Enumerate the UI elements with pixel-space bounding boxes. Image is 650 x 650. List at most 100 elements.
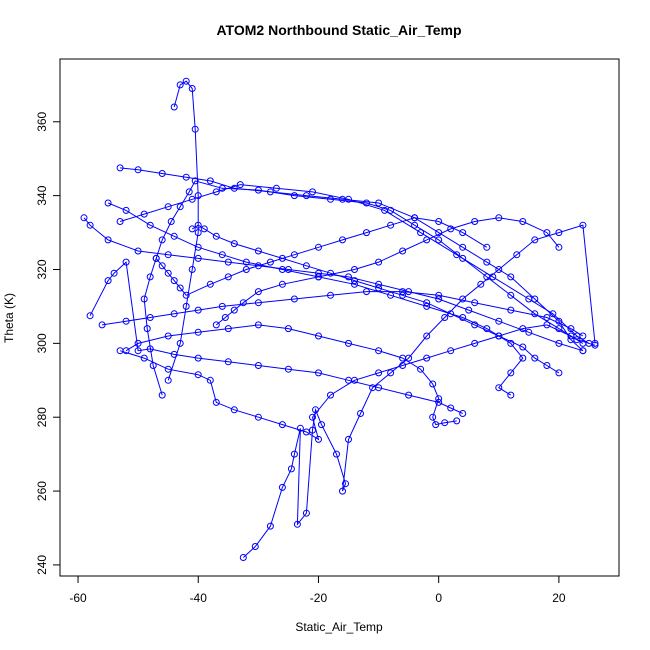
data-point (375, 280, 383, 288)
data-point (164, 251, 172, 259)
data-point (507, 291, 515, 299)
data-point (206, 376, 214, 384)
data-point (555, 317, 563, 325)
data-point (134, 339, 142, 347)
data-point (555, 339, 563, 347)
y-tick-label: 280 (35, 407, 49, 427)
x-tick-label: -60 (69, 591, 87, 605)
data-point (519, 325, 527, 333)
data-point (221, 314, 229, 321)
data-point (333, 450, 340, 458)
data-point (555, 325, 563, 333)
data-point (170, 103, 178, 111)
data-point (149, 362, 157, 369)
data-point (423, 302, 431, 310)
data-point (140, 354, 148, 362)
data-point (327, 391, 334, 399)
data-point (447, 404, 455, 412)
data-point (507, 273, 515, 281)
data-point (342, 480, 349, 488)
data-point (351, 277, 358, 285)
data-point (212, 232, 220, 240)
data-point (435, 229, 443, 237)
data-point (278, 483, 286, 491)
data-point (140, 295, 148, 303)
data-point (543, 362, 551, 369)
data-point (531, 310, 539, 318)
data-point (339, 487, 346, 495)
data-point (134, 347, 142, 355)
data-point (495, 266, 503, 273)
data-point (302, 428, 310, 436)
data-point (176, 203, 184, 211)
data-point (266, 258, 274, 266)
x-axis-label: Static_Air_Temp (295, 620, 383, 634)
data-point (309, 413, 316, 421)
data-point (164, 376, 172, 384)
data-point (495, 384, 503, 392)
data-point (254, 247, 262, 255)
data-point (567, 336, 575, 344)
data-point (242, 258, 250, 266)
series-line (89, 261, 463, 414)
x-tick-label: 0 (435, 591, 442, 605)
x-tick-label: -40 (190, 591, 208, 605)
x-tick-label: -20 (310, 591, 328, 605)
data-point (86, 221, 94, 229)
data-point (146, 345, 154, 353)
data-point (98, 321, 106, 329)
series-line (215, 217, 560, 326)
data-point (423, 299, 431, 307)
data-point (309, 188, 316, 196)
data-point (435, 395, 443, 403)
data-point (164, 203, 172, 211)
data-point (176, 339, 184, 347)
data-point (543, 314, 551, 321)
data-point (296, 424, 304, 432)
data-point (230, 184, 238, 192)
data-point (309, 426, 316, 434)
data-point (86, 312, 94, 320)
series-line (119, 324, 584, 441)
data-point (399, 354, 407, 362)
data-point (549, 310, 557, 318)
data-point (555, 369, 563, 377)
data-point (188, 195, 196, 203)
data-point (206, 177, 214, 185)
data-point (375, 384, 383, 392)
data-point (188, 225, 196, 233)
data-point (284, 325, 292, 333)
data-point (471, 299, 479, 307)
data-point (278, 280, 286, 288)
series-line (107, 202, 524, 396)
data-point (591, 341, 599, 349)
data-point (363, 288, 370, 296)
data-point (447, 310, 455, 318)
data-point (254, 362, 262, 369)
data-point (140, 210, 148, 218)
y-tick-label: 300 (35, 333, 49, 353)
data-point (290, 450, 298, 458)
data-point (543, 321, 551, 329)
data-point (191, 125, 199, 133)
data-point (293, 520, 301, 528)
data-point (387, 291, 395, 299)
series-line (167, 80, 199, 381)
x-tick-label: 20 (552, 591, 566, 605)
data-point (363, 229, 370, 237)
data-point (158, 170, 166, 177)
data-point (345, 273, 352, 281)
data-point (459, 254, 467, 262)
data-point (519, 218, 527, 225)
series-line (119, 184, 590, 344)
data-point (194, 306, 202, 314)
data-point (200, 225, 208, 233)
data-point (345, 339, 352, 347)
data-point (399, 362, 407, 369)
data-point (182, 302, 190, 310)
data-point (287, 465, 295, 473)
series-line (120, 167, 584, 352)
data-point (399, 247, 407, 255)
data-point (441, 419, 449, 427)
data-point (176, 81, 184, 89)
